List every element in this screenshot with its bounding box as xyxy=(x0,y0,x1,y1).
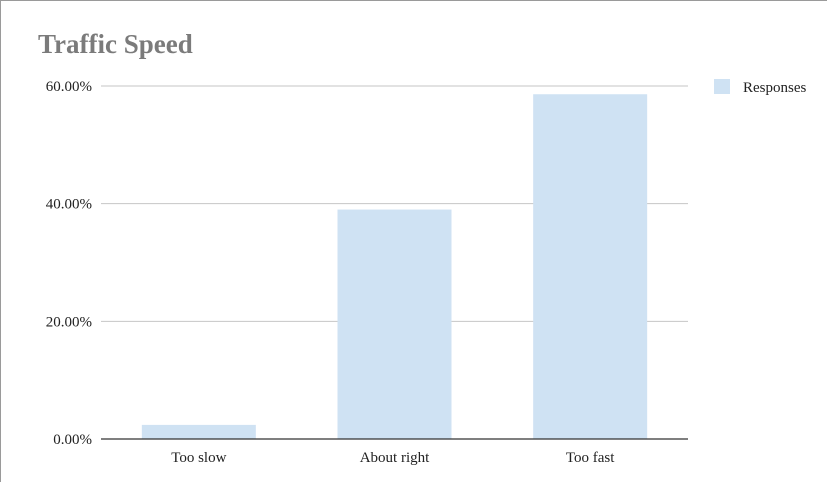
bar xyxy=(141,424,256,439)
chart-title: Traffic Speed xyxy=(38,29,193,59)
x-tick-label: Too slow xyxy=(171,450,226,466)
y-tick-label: 40.00% xyxy=(46,197,92,213)
y-tick-label: 20.00% xyxy=(46,314,92,330)
legend-swatch xyxy=(714,79,730,94)
y-tick-label: 0.00% xyxy=(53,432,92,448)
legend-label: Responses xyxy=(743,80,806,96)
bar xyxy=(337,209,452,439)
y-tick-label: 60.00% xyxy=(46,79,92,95)
x-tick-label: Too fast xyxy=(566,450,615,466)
x-tick-label: About right xyxy=(360,450,430,466)
x-tick-labels: Too slow About right Too fast xyxy=(171,450,615,466)
bars xyxy=(141,94,648,439)
y-tick-labels: 0.00% 20.00% 40.00% 60.00% xyxy=(46,79,92,448)
bar xyxy=(533,94,648,439)
legend: Responses xyxy=(714,79,806,96)
